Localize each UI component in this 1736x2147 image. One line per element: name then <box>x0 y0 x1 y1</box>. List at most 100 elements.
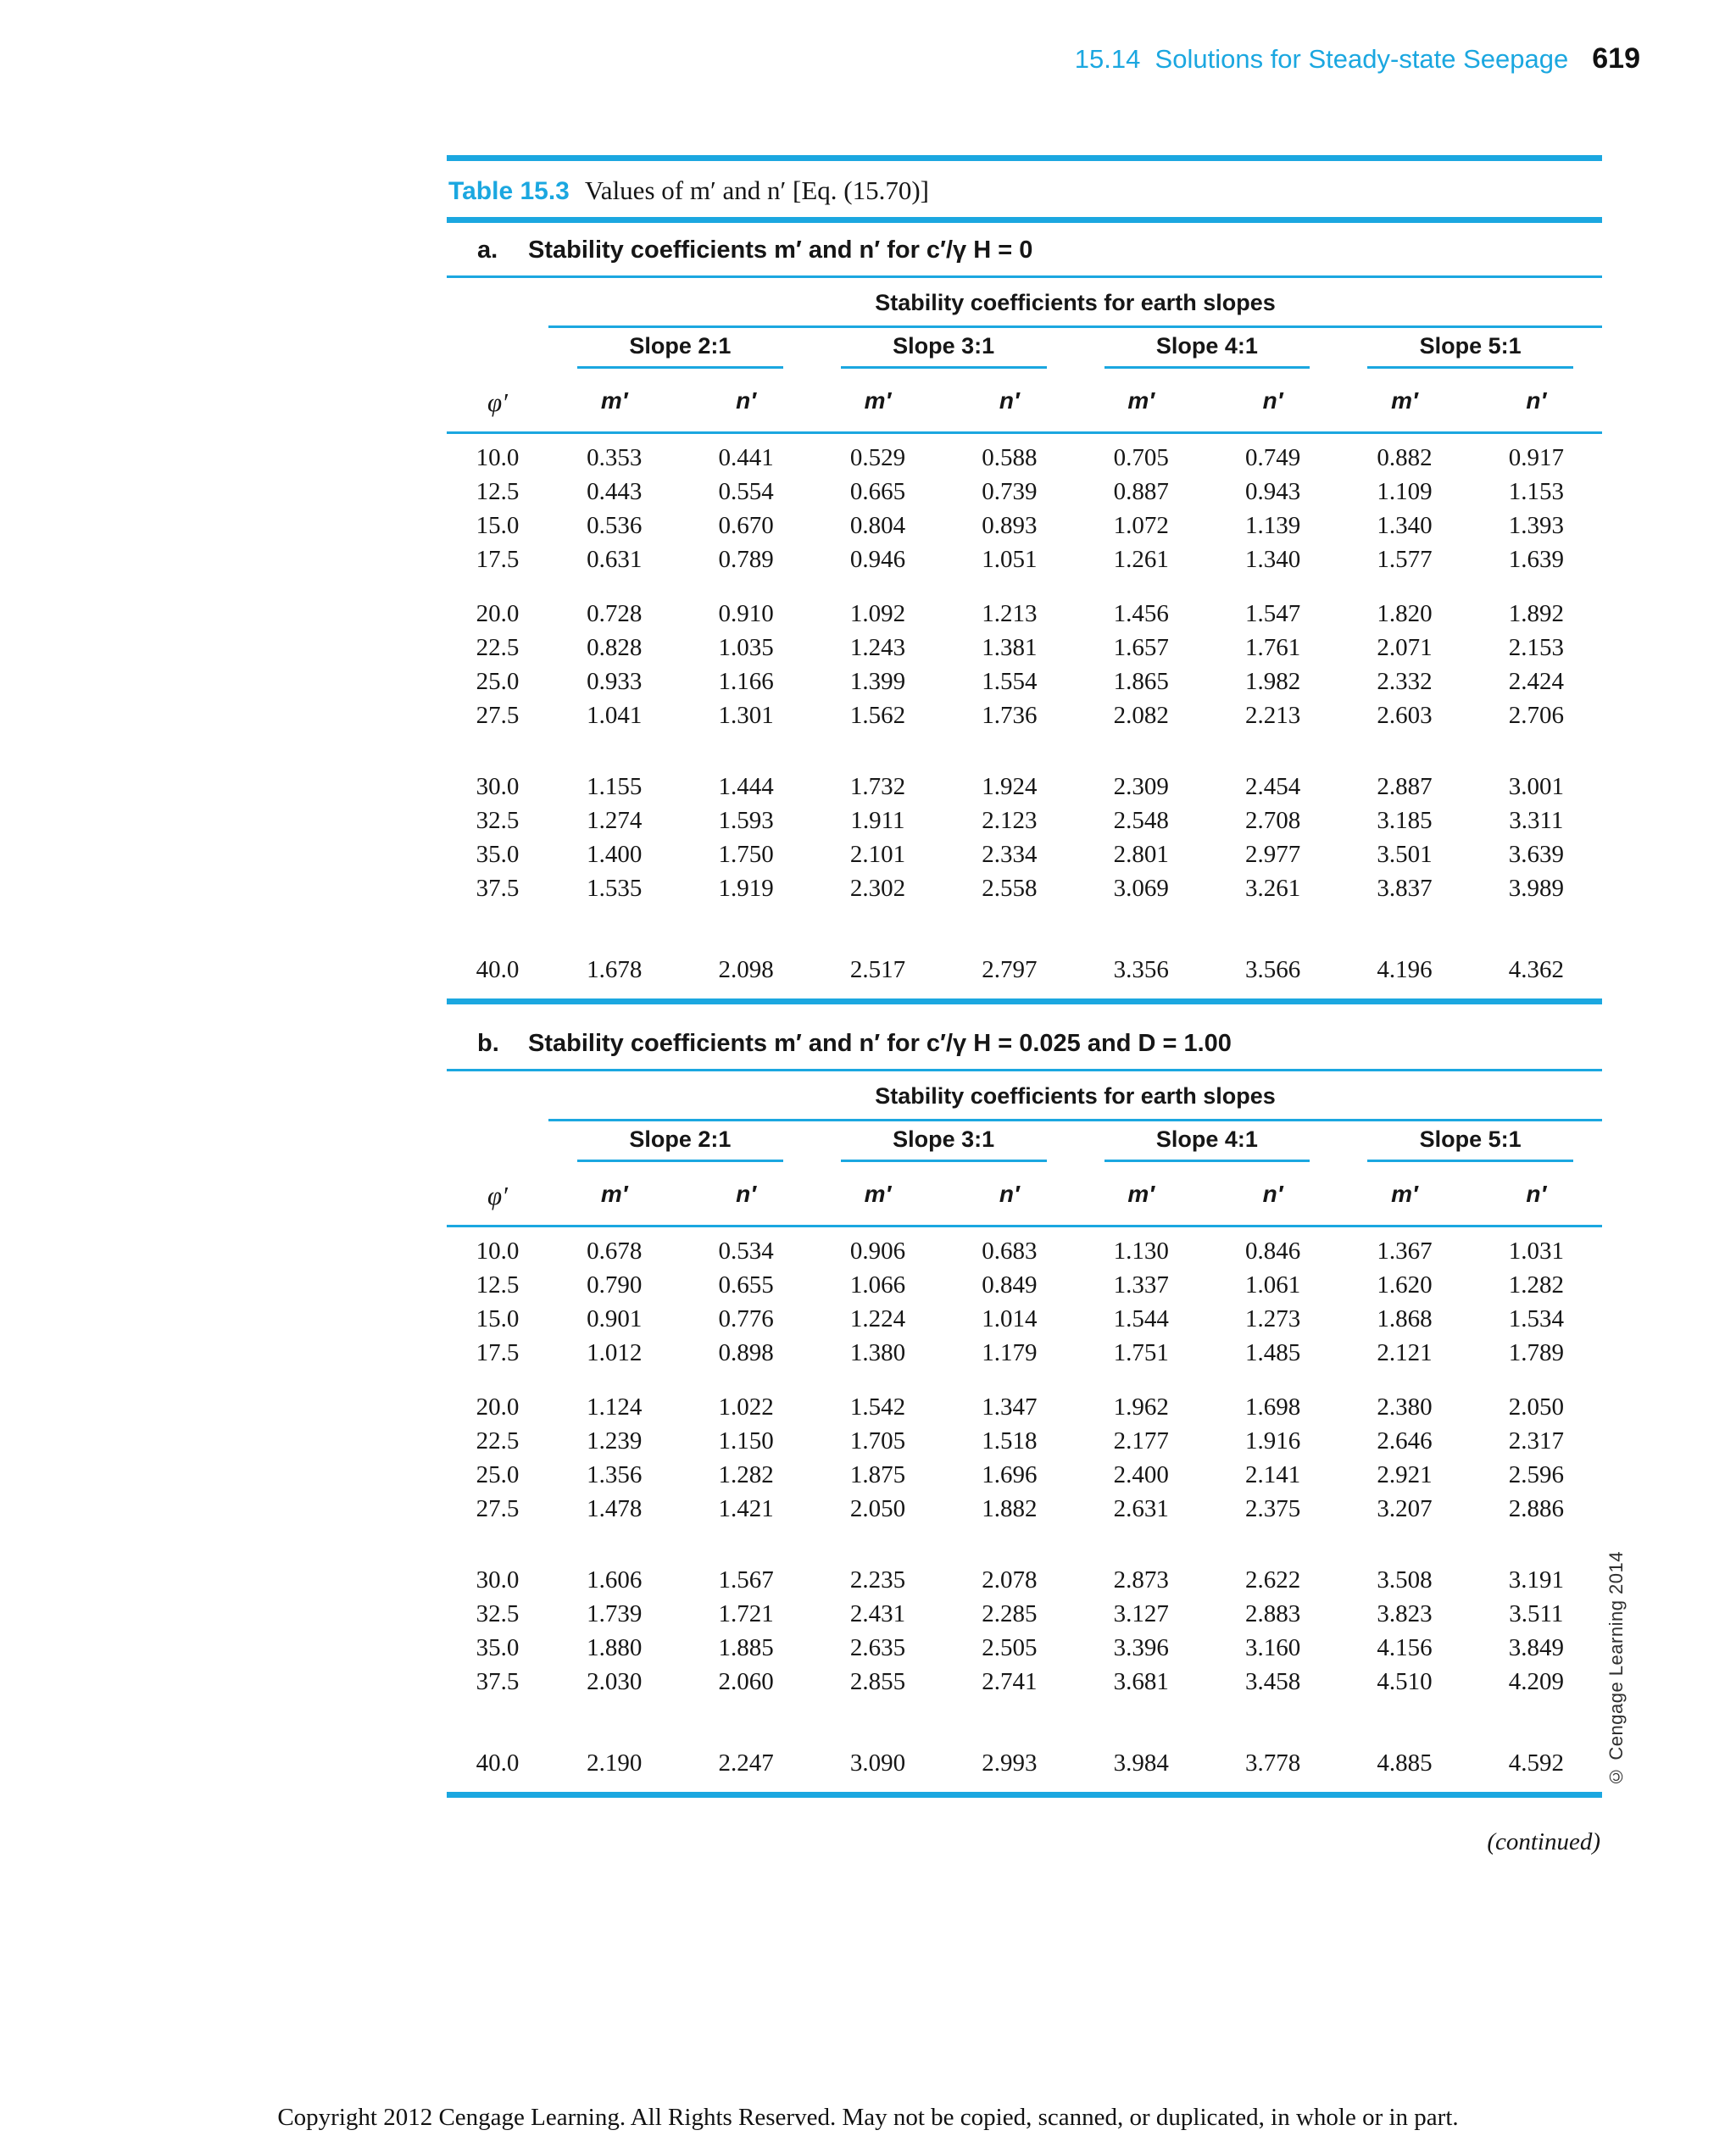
coefficient-value: 2.030 <box>587 1668 643 1695</box>
coefficient-value: 2.071 <box>1377 634 1433 661</box>
table-row: 40.0 2.190 2.247 3.090 2.993 3.984 3.778 4.885 4… <box>447 1699 1602 1780</box>
top-divider-rule <box>447 155 1602 161</box>
coefficient-value: 2.190 <box>587 1749 643 1777</box>
coefficient-value: 1.916 <box>1244 1427 1301 1455</box>
coefficient-value: 0.588 <box>982 444 1038 471</box>
slope-header-row: Slope 2:1 Slope 3:1 Slope 4:1 Slope 5:1 <box>447 333 1602 369</box>
coefficient-value: 1.750 <box>718 841 774 868</box>
table-row: 22.5 0.828 1.035 1.243 1.381 1.657 1.761 2.071 2… <box>447 631 1602 665</box>
coefficient-value: 0.554 <box>718 478 774 505</box>
coefficient-value: 4.209 <box>1508 1668 1564 1695</box>
coefficient-value: 2.123 <box>982 807 1038 834</box>
table-caption-label: Table 15.3 <box>448 177 570 205</box>
earth-slopes-underline-rule <box>548 1110 1602 1121</box>
coefficient-value: 1.698 <box>1244 1393 1301 1421</box>
coefficient-value: 1.789 <box>1508 1339 1564 1366</box>
coefficient-value: 1.421 <box>718 1495 774 1522</box>
coefficient-value: 2.883 <box>1244 1600 1301 1627</box>
table-row: 15.0 0.536 0.670 0.804 0.893 1.072 1.139 1.340 1… <box>447 509 1602 542</box>
coefficient-value: 1.179 <box>982 1339 1038 1366</box>
table-row: 30.0 1.155 1.444 1.732 1.924 2.309 2.454 2.887 3… <box>447 732 1602 804</box>
coefficient-value: 3.849 <box>1508 1634 1564 1661</box>
table-15-3: Table 15.3 Values of m′ and n′ [Eq. (15.7… <box>447 155 1602 1856</box>
coefficient-value: 0.943 <box>1244 478 1301 505</box>
coefficient-value: 3.090 <box>849 1749 906 1777</box>
slope-header-label: Slope 3:1 <box>840 333 1047 369</box>
phi-value: 10.0 <box>476 1238 520 1265</box>
phi-value: 27.5 <box>476 702 520 729</box>
spacer-cell <box>447 316 548 328</box>
table-row: 12.5 0.790 0.655 1.066 0.849 1.337 1.061 1.620 1… <box>447 1268 1602 1302</box>
coefficient-value: 1.736 <box>982 702 1038 729</box>
coefficient-value: 2.977 <box>1244 841 1301 868</box>
phi-value: 20.0 <box>476 600 520 627</box>
phi-value: 32.5 <box>476 807 520 834</box>
coefficient-value: 1.485 <box>1244 1339 1301 1366</box>
phi-value: 40.0 <box>476 1749 520 1777</box>
coefficient-value: 2.603 <box>1377 702 1433 729</box>
chapter-section-title: 15.14 Solutions for Steady-state Seepage <box>1074 44 1569 74</box>
coefficient-value: 2.101 <box>849 841 906 868</box>
coefficient-value: 1.381 <box>982 634 1038 661</box>
coefficient-value: 2.375 <box>1244 1495 1301 1522</box>
table-row: 32.5 1.739 1.721 2.431 2.285 3.127 2.883 3.823 3… <box>447 1597 1602 1631</box>
coefficient-value: 3.989 <box>1508 875 1564 902</box>
coefficient-value: 2.797 <box>982 956 1038 983</box>
coefficient-value: 0.631 <box>587 546 643 573</box>
coefficient-value: 2.078 <box>982 1566 1038 1594</box>
coefficient-value: 1.061 <box>1244 1271 1301 1299</box>
coefficient-value: 1.041 <box>587 702 643 729</box>
coefficient-value: 2.921 <box>1377 1461 1433 1488</box>
coefficient-value: 0.728 <box>587 600 643 627</box>
coefficient-value: 4.592 <box>1508 1749 1564 1777</box>
table-row: 15.0 0.901 0.776 1.224 1.014 1.544 1.273 1.868 1… <box>447 1302 1602 1336</box>
table-row: 25.0 1.356 1.282 1.875 1.696 2.400 2.141 2.921 2… <box>447 1458 1602 1492</box>
table-a-bottom-rule <box>447 998 1602 1004</box>
coefficient-value: 1.875 <box>849 1461 906 1488</box>
coefficient-value: 3.160 <box>1244 1634 1301 1661</box>
phi-value: 12.5 <box>476 1271 520 1299</box>
coefficient-value: 2.706 <box>1508 702 1564 729</box>
copyright-sidebar: © Cengage Learning 2014 <box>1599 1551 1634 1788</box>
coefficient-value: 2.517 <box>849 956 906 983</box>
coefficient-value: 2.454 <box>1244 773 1301 800</box>
coefficient-column-header: n′ <box>1526 1181 1547 1207</box>
coefficient-value: 1.535 <box>587 875 643 902</box>
span-header-row: Stability coefficients for earth slopes <box>447 278 1602 316</box>
table-row: 22.5 1.239 1.150 1.705 1.518 2.177 1.916 2.646 2… <box>447 1424 1602 1458</box>
coefficient-value: 2.801 <box>1113 841 1169 868</box>
coefficient-value: 0.670 <box>718 512 774 539</box>
coefficient-value: 2.631 <box>1113 1495 1169 1522</box>
coefficient-value: 0.665 <box>849 478 906 505</box>
slope-header-cell: Slope 4:1 <box>1076 1126 1339 1162</box>
coefficient-value: 1.393 <box>1508 512 1564 539</box>
table-row: 27.5 1.478 1.421 2.050 1.882 2.631 2.375 3.207 2… <box>447 1492 1602 1526</box>
phi-value: 17.5 <box>476 546 520 573</box>
phi-value: 20.0 <box>476 1393 520 1421</box>
coefficient-value: 2.431 <box>849 1600 906 1627</box>
phi-value: 12.5 <box>476 478 520 505</box>
coefficient-value: 2.505 <box>982 1634 1038 1661</box>
coefficient-value: 1.567 <box>718 1566 774 1594</box>
coefficient-value: 1.444 <box>718 773 774 800</box>
coefficient-value: 2.082 <box>1113 702 1169 729</box>
coefficient-value: 4.885 <box>1377 1749 1433 1777</box>
coefficient-value: 1.012 <box>587 1339 643 1366</box>
spacer-cell <box>447 1110 548 1121</box>
coefficient-value: 0.790 <box>587 1271 643 1299</box>
coefficient-value: 3.823 <box>1377 1600 1433 1627</box>
coefficient-value: 1.547 <box>1244 600 1301 627</box>
table-row: 30.0 1.606 1.567 2.235 2.078 2.873 2.622 3.508 3… <box>447 1526 1602 1597</box>
coefficient-value: 2.708 <box>1244 807 1301 834</box>
earth-slopes-header: Stability coefficients for earth slopes <box>875 1083 1276 1109</box>
coefficient-value: 0.910 <box>718 600 774 627</box>
coefficient-value: 2.177 <box>1113 1427 1169 1455</box>
coefficient-value: 1.751 <box>1113 1339 1169 1366</box>
coefficient-value: 1.400 <box>587 841 643 868</box>
table-row: 40.0 1.678 2.098 2.517 2.797 3.356 3.566 4.196 4… <box>447 905 1602 987</box>
phi-value: 30.0 <box>476 773 520 800</box>
coefficient-value: 0.529 <box>849 444 906 471</box>
header-bottom-rule <box>447 1211 1602 1227</box>
spacer-cell <box>447 278 548 316</box>
coefficient-value: 3.984 <box>1113 1749 1169 1777</box>
